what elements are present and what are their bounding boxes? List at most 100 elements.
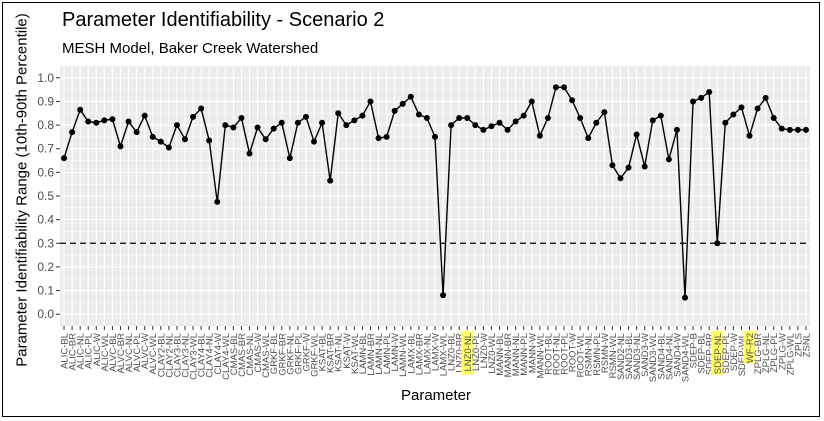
x-tick-label: RSMN-NL bbox=[584, 333, 595, 376]
data-point bbox=[327, 177, 334, 184]
data-point bbox=[222, 122, 229, 129]
x-tick-label: GRKF-NL bbox=[285, 333, 296, 375]
y-tick-label: 0.2 bbox=[37, 260, 54, 274]
data-point bbox=[569, 97, 576, 104]
x-tick-label: ROOT-W bbox=[568, 333, 579, 372]
x-tick-label: ZPLG-BR bbox=[753, 333, 764, 374]
x-tick-label: LAMN-NL bbox=[374, 333, 385, 375]
x-tick-label: LAMN-WL bbox=[398, 333, 409, 377]
x-tick-label: SAND4-W bbox=[672, 333, 683, 377]
data-point bbox=[754, 105, 761, 112]
x-tick-label: SAND3-W bbox=[640, 333, 651, 377]
x-tick-label: ALVC-WL bbox=[148, 333, 159, 375]
x-tick-label: SAND4-NL bbox=[664, 333, 675, 380]
x-tick-label: CLAY4-WL bbox=[221, 333, 232, 380]
y-tick-label: 0.0 bbox=[37, 307, 54, 321]
x-tick-label: SDEP-W bbox=[729, 333, 740, 371]
x-tick-label: CMAS-NL bbox=[245, 333, 256, 376]
x-tick-label: LNZ0-BR bbox=[455, 333, 466, 373]
x-tick-label: MANN-NL bbox=[511, 333, 522, 376]
x-tick-label: MANN-PL bbox=[519, 333, 530, 376]
data-point bbox=[520, 112, 527, 119]
data-point bbox=[286, 155, 293, 162]
x-tick-label: KSAT-W bbox=[342, 333, 353, 369]
data-point bbox=[770, 115, 777, 121]
y-tick-label: 0.7 bbox=[37, 142, 54, 156]
data-point bbox=[61, 155, 68, 162]
data-point bbox=[270, 125, 277, 132]
data-point bbox=[577, 115, 584, 121]
x-tick-label: SDEP-NL bbox=[713, 333, 724, 374]
x-tick-label: LAMX-BL bbox=[406, 333, 417, 374]
x-tick-label: LNZ0-PL bbox=[471, 333, 482, 371]
data-point bbox=[698, 94, 705, 101]
data-point bbox=[133, 129, 140, 136]
y-tick-label: 0.3 bbox=[37, 236, 54, 250]
x-tick-label: ZPLG-NL bbox=[761, 333, 772, 373]
highlight-marker bbox=[711, 331, 724, 375]
y-tick-label: 0.4 bbox=[37, 213, 54, 227]
data-point bbox=[456, 115, 463, 121]
x-tick-label: ALIC-WL bbox=[100, 333, 111, 372]
data-point bbox=[609, 162, 616, 169]
data-point bbox=[682, 294, 688, 301]
x-tick-label: CLAY3-WL bbox=[189, 333, 200, 380]
data-point bbox=[117, 143, 124, 150]
x-tick-label: ALVC-BR bbox=[116, 333, 127, 374]
data-point bbox=[182, 136, 188, 143]
data-point bbox=[375, 135, 382, 142]
data-point bbox=[173, 122, 180, 129]
data-point bbox=[391, 107, 398, 114]
x-tick-label: CLAY2-NL bbox=[164, 333, 175, 378]
data-point bbox=[101, 117, 108, 124]
chart-title: Parameter Identifiability - Scenario 2 bbox=[62, 9, 385, 31]
x-tick-label: SAND3-WL bbox=[648, 333, 659, 382]
data-point bbox=[641, 163, 648, 170]
data-point bbox=[238, 115, 245, 121]
x-tick-label: MANN-BL bbox=[495, 333, 506, 376]
x-tick-label: KSAT-NL bbox=[334, 333, 345, 372]
x-tick-label: SDEP-BR bbox=[705, 333, 716, 375]
x-tick-label: ROOT-PL bbox=[560, 333, 571, 375]
data-point bbox=[125, 118, 132, 125]
x-tick-label: KSAT-BL bbox=[318, 333, 329, 371]
data-point bbox=[665, 156, 672, 163]
x-tick-label: CLAY3-BL bbox=[172, 333, 183, 377]
x-tick-label: MANN-W bbox=[527, 333, 538, 373]
data-point bbox=[165, 144, 172, 151]
x-tick-label: RSMN-WL bbox=[608, 333, 619, 378]
x-tick-label: LAMX-NL bbox=[422, 333, 433, 374]
x-tick-label: CMAS-BR bbox=[237, 333, 248, 377]
data-point bbox=[746, 132, 753, 139]
x-tick-label: ALIC-NL bbox=[76, 333, 87, 369]
x-tick-label: RSMN-W bbox=[600, 333, 611, 373]
x-tick-label: ZSNL bbox=[801, 333, 812, 357]
y-tick-label: 0.8 bbox=[37, 118, 54, 132]
x-tick-label: ALVC-BL bbox=[108, 333, 119, 372]
data-point bbox=[585, 135, 592, 142]
x-tick-label: MANN-BR bbox=[503, 333, 514, 377]
data-point bbox=[415, 111, 422, 118]
data-point bbox=[230, 124, 237, 131]
x-tick-label: SDEP-B bbox=[689, 333, 700, 368]
y-tick-label: 0.6 bbox=[37, 165, 54, 179]
data-point bbox=[206, 137, 213, 144]
highlight-marker bbox=[743, 331, 756, 364]
data-point bbox=[480, 126, 487, 133]
x-tick-label: LAMN-BL bbox=[358, 333, 369, 374]
data-point bbox=[488, 123, 495, 130]
data-point bbox=[343, 122, 350, 129]
data-point bbox=[601, 109, 608, 116]
x-tick-label: SDEP-BL bbox=[697, 333, 708, 374]
x-tick-label: SDEP-PL bbox=[721, 333, 732, 374]
data-point bbox=[496, 119, 503, 126]
data-point bbox=[617, 175, 624, 182]
x-tick-label: ROOT-WL bbox=[576, 333, 587, 377]
x-tick-label: KSAT-WL bbox=[350, 333, 361, 374]
x-tick-label: CMAS-W bbox=[253, 333, 264, 373]
data-point bbox=[294, 119, 301, 126]
x-tick-label: CLAY4-BL bbox=[197, 333, 208, 377]
x-tick-label: ZPLG-WL bbox=[785, 333, 796, 375]
data-point bbox=[254, 124, 261, 131]
